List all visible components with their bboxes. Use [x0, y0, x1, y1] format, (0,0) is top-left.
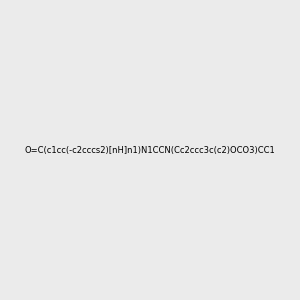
Text: O=C(c1cc(-c2cccs2)[nH]n1)N1CCN(Cc2ccc3c(c2)OCO3)CC1: O=C(c1cc(-c2cccs2)[nH]n1)N1CCN(Cc2ccc3c(… — [25, 146, 275, 154]
